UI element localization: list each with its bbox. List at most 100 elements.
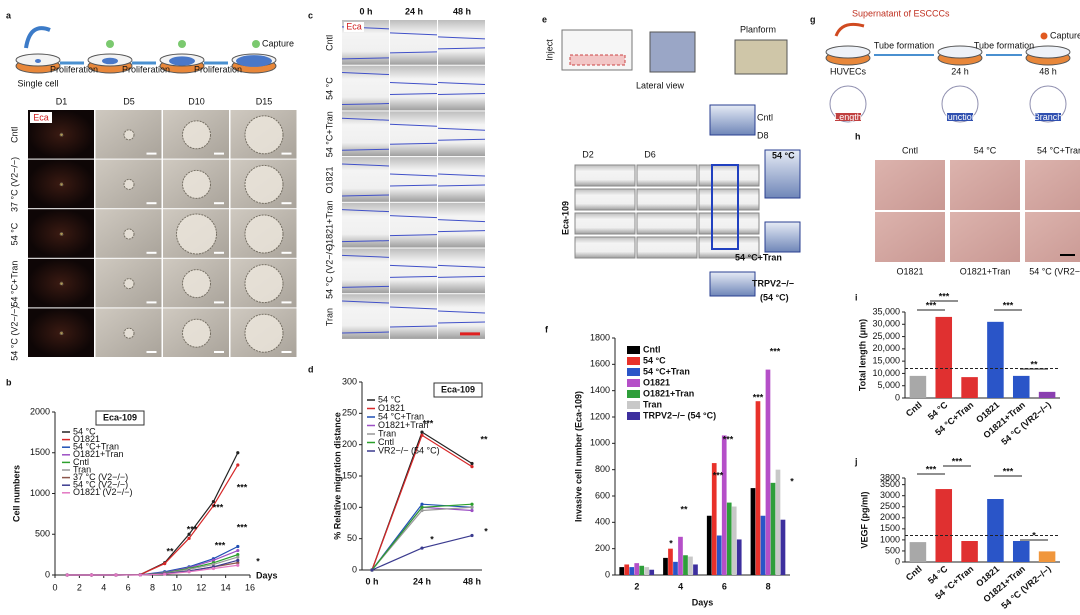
significance: * xyxy=(669,538,673,548)
highlight xyxy=(711,164,739,250)
colony xyxy=(244,115,284,155)
y-tick-label: 1500 xyxy=(30,447,50,457)
panel-letter: f xyxy=(545,324,549,334)
wound-edge xyxy=(437,264,486,268)
legend-label: VR2−/− (54 °C) xyxy=(378,445,440,455)
image xyxy=(438,248,485,294)
legend-label: O1821+Tran xyxy=(73,449,123,459)
y-tick-label: 35,000 xyxy=(872,306,900,316)
y-tick-label: 30,000 xyxy=(872,319,900,329)
measure-tag xyxy=(947,113,973,121)
label: D2 xyxy=(582,149,594,159)
micro-image xyxy=(574,188,636,211)
bar xyxy=(711,463,717,575)
point xyxy=(420,505,424,509)
label: D15 xyxy=(256,96,273,106)
bar xyxy=(935,316,953,398)
bar xyxy=(909,542,927,562)
wound-edge xyxy=(341,240,390,243)
x-axis-label: Days xyxy=(256,570,278,580)
legend-label: Tran xyxy=(73,464,91,474)
legend-label: Tran xyxy=(643,399,662,409)
label: Capture xyxy=(262,38,294,48)
image xyxy=(390,20,437,65)
micro-image xyxy=(636,188,698,211)
bar xyxy=(775,469,781,575)
point xyxy=(236,558,240,562)
label: Planform xyxy=(740,24,776,34)
cells xyxy=(236,55,272,67)
micro-image xyxy=(636,164,698,187)
y-tick-label: 5,000 xyxy=(877,380,900,390)
y-tick-label: 400 xyxy=(595,517,610,527)
image xyxy=(390,202,437,248)
dish-top xyxy=(825,45,871,59)
label: 54 °C xyxy=(772,150,795,160)
significance: *** xyxy=(713,470,724,480)
colony xyxy=(176,213,217,255)
label: Branch xyxy=(1034,112,1063,122)
x-tick-label: 24 h xyxy=(413,576,431,586)
bar xyxy=(624,564,630,575)
legend-swatch xyxy=(627,346,640,354)
point xyxy=(187,570,191,574)
legend-label: O1821+Tran xyxy=(643,388,694,398)
y-tick-label: 200 xyxy=(342,439,357,449)
image xyxy=(390,294,437,339)
colony xyxy=(244,313,284,353)
y-tick-label: 50 xyxy=(347,533,357,543)
colony xyxy=(123,129,135,141)
cells xyxy=(169,56,195,66)
y-tick-label: 20,000 xyxy=(872,343,900,353)
image xyxy=(390,65,437,111)
label: D1 xyxy=(56,96,68,106)
label: O1821+Tran xyxy=(324,200,334,250)
wound-edge xyxy=(389,264,438,268)
point xyxy=(187,532,191,536)
artwork xyxy=(15,20,1080,578)
point xyxy=(470,533,474,538)
wound-edge xyxy=(389,32,438,36)
point xyxy=(236,555,240,559)
point xyxy=(163,561,167,566)
x-tick-label: 8 xyxy=(150,582,155,592)
bar xyxy=(726,502,732,575)
colony xyxy=(182,318,211,348)
label: Cntl xyxy=(9,127,19,143)
significance: *** xyxy=(187,524,198,534)
wound-edge xyxy=(341,57,390,60)
legend-label: O1821 xyxy=(643,377,670,387)
point xyxy=(187,536,191,540)
device-side xyxy=(649,31,696,73)
panel-letter: g xyxy=(810,14,816,24)
panel-letter: e xyxy=(542,14,547,24)
y-tick-label: 1600 xyxy=(590,359,610,369)
bar xyxy=(935,489,953,562)
channel xyxy=(569,54,626,66)
y-tick-label: 1000 xyxy=(590,438,610,448)
wound-edge xyxy=(389,275,438,278)
wound-edge xyxy=(437,275,486,278)
point xyxy=(65,573,69,577)
point xyxy=(211,558,216,562)
x-tick-label: 8 xyxy=(766,581,771,591)
x-tick-label: 12 xyxy=(196,582,206,592)
y-tick-label: 1500 xyxy=(880,523,900,533)
y-tick-label: 2000 xyxy=(30,406,50,416)
capture-icon xyxy=(252,40,260,48)
legend-label: 54 °C xyxy=(378,394,401,404)
bar xyxy=(688,556,693,575)
label: 54 °C+Tran xyxy=(324,111,334,157)
label: Lateral view xyxy=(636,80,685,90)
wound-edge xyxy=(437,173,486,177)
wound-edge xyxy=(341,331,390,334)
label: 54 °C xyxy=(9,222,19,245)
bar xyxy=(634,563,640,575)
bar xyxy=(770,482,776,575)
wound-edge xyxy=(437,219,486,223)
wound-edge xyxy=(389,306,438,310)
micro-image xyxy=(636,236,698,259)
point xyxy=(370,568,374,572)
significance: * xyxy=(1032,530,1036,540)
label: Length xyxy=(834,112,862,122)
